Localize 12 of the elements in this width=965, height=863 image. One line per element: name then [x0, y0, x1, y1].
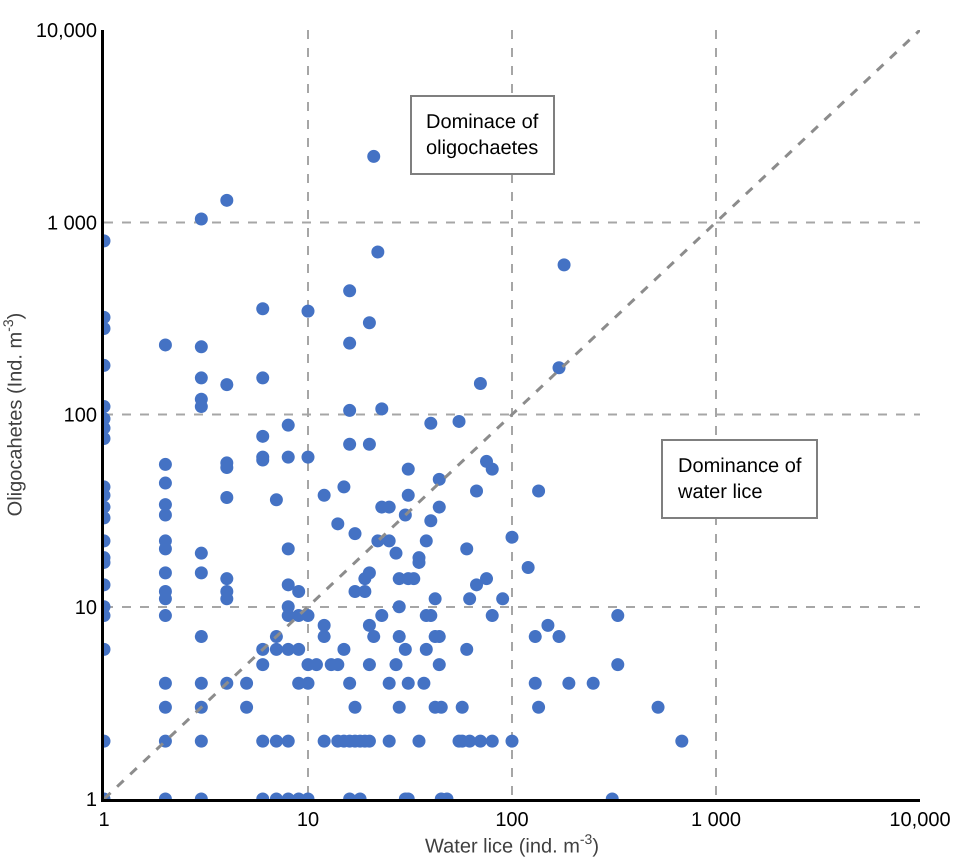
y-tick-label: 10 [74, 596, 97, 619]
annotation: Dominace of oligochaetes [426, 111, 539, 159]
x-tick-label: 10 [296, 809, 320, 831]
x-tick-label: 10,000 [889, 809, 951, 831]
y-tick-label: 1 000 [46, 212, 97, 234]
annotation: Dominance of water lice [677, 455, 802, 503]
y-tick-label: 100 [64, 404, 97, 426]
x-tick-label: 1 000 [690, 809, 742, 831]
x-tick-label: 100 [495, 809, 529, 831]
y-tick-label: 1 [86, 789, 97, 811]
x-axis-title: Water lice (ind. m$^{-3}$) [425, 831, 599, 858]
y-tick-label: 10,000 [36, 20, 97, 42]
